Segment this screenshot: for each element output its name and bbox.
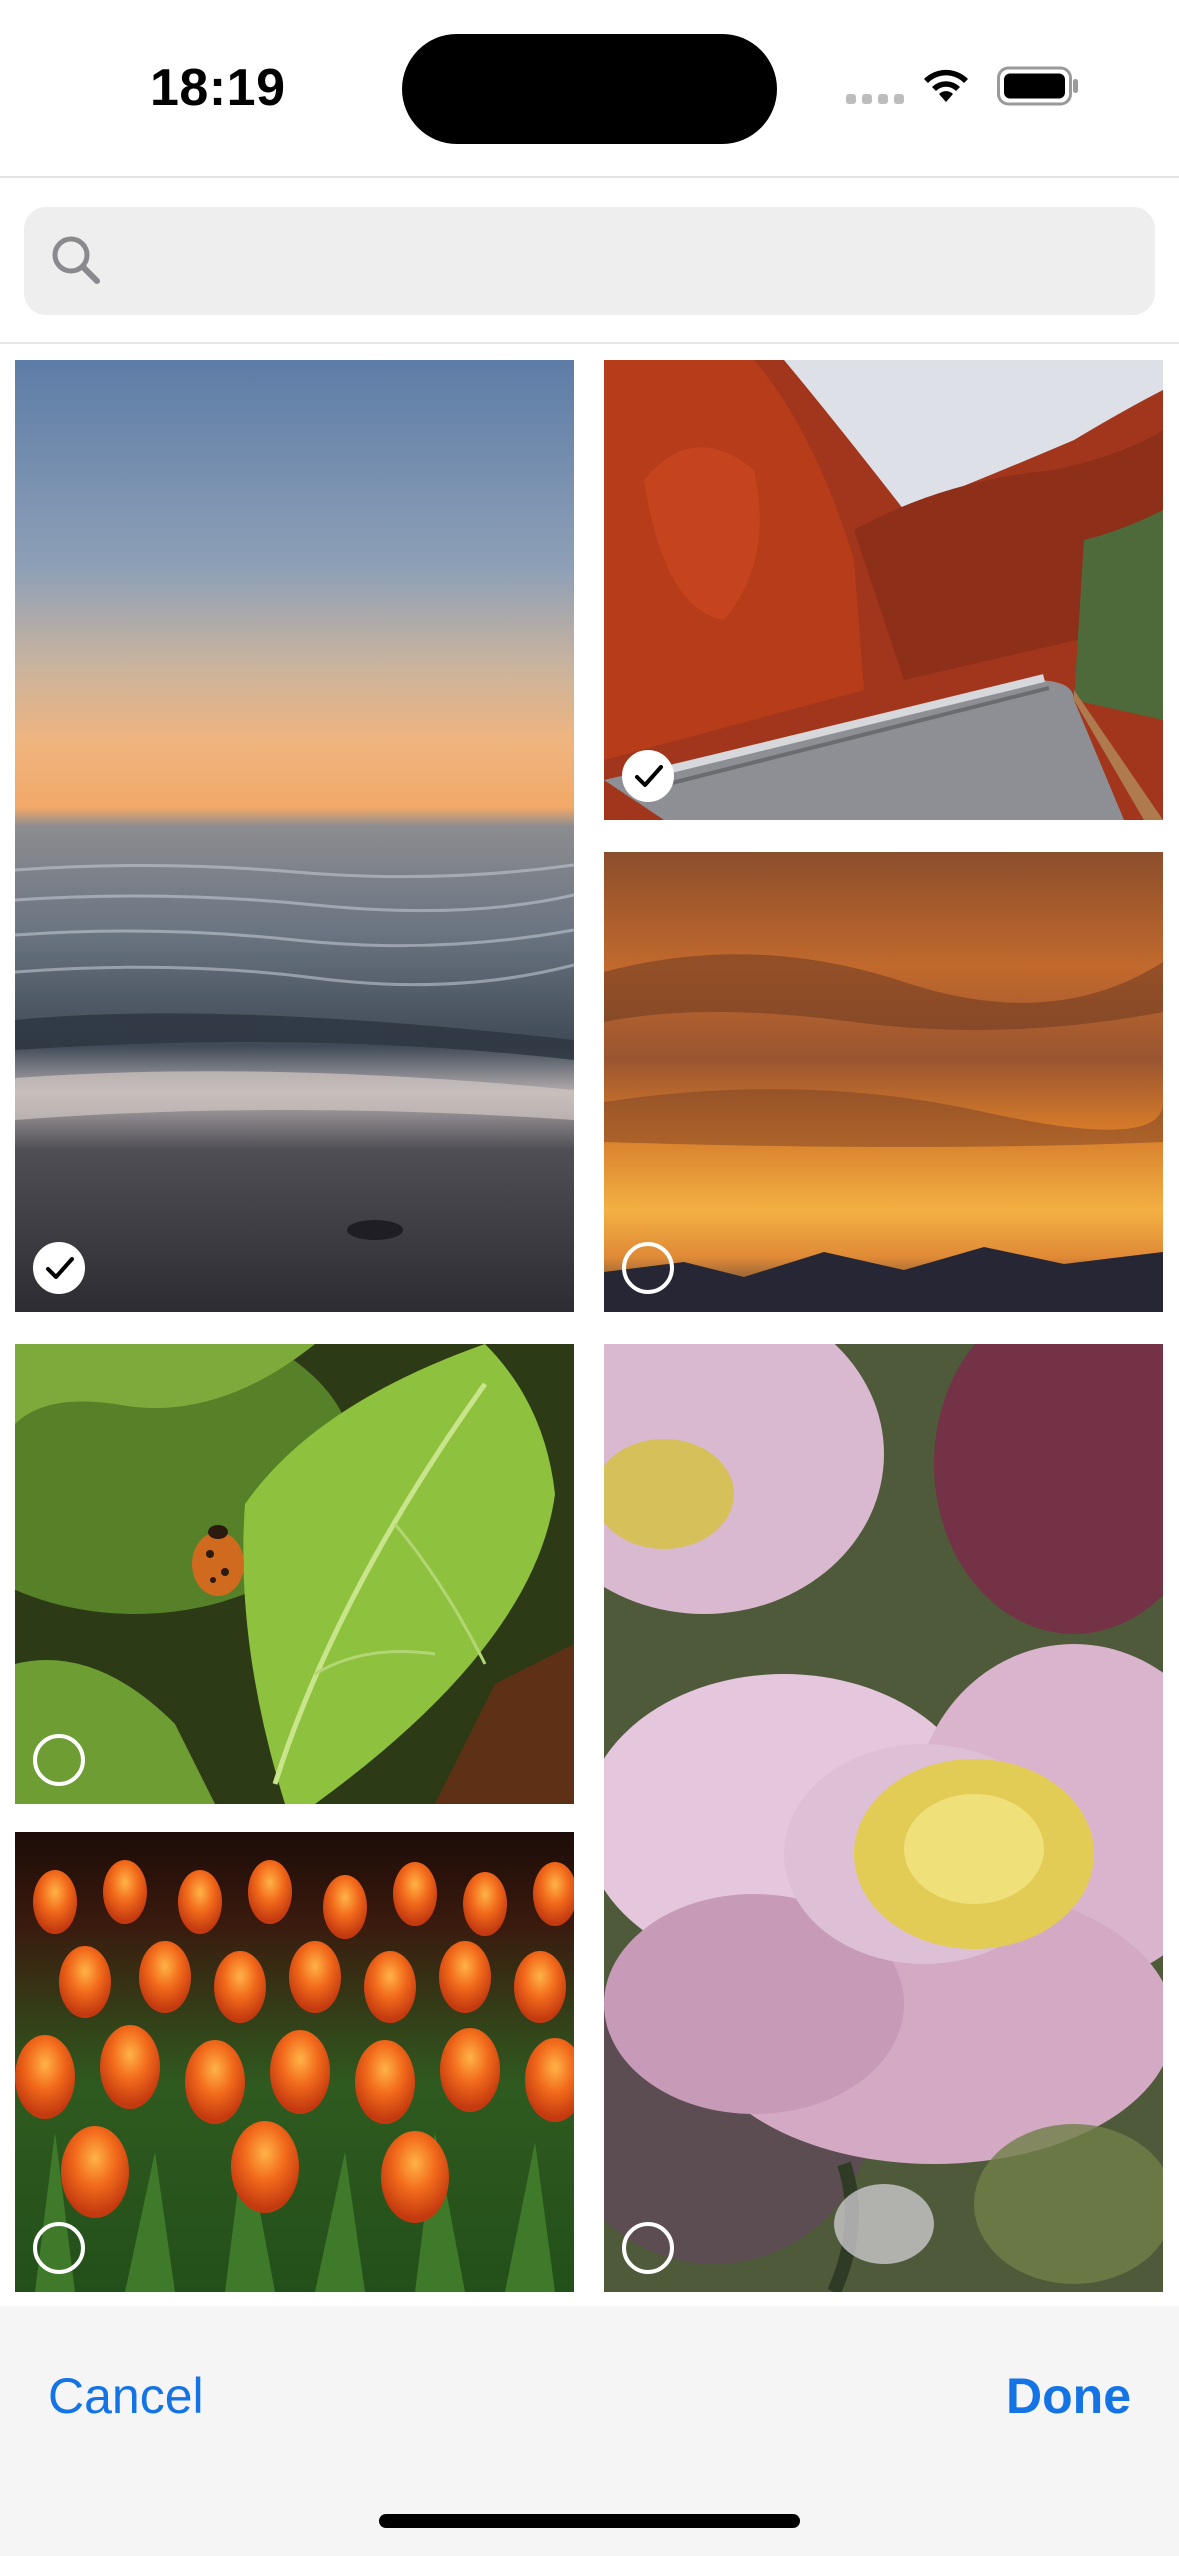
unselected-circle-icon[interactable]: [33, 2222, 85, 2274]
done-button[interactable]: Done: [1006, 2356, 1131, 2436]
pink-flower-image: [604, 1344, 1163, 2292]
battery-icon: [997, 66, 1078, 106]
photo-grid: [0, 344, 1179, 2304]
ladybug-leaf-image: [15, 1344, 574, 1804]
status-bar: 18:19: [0, 0, 1179, 176]
search-divider: [0, 342, 1179, 344]
autumn-road-image: [604, 360, 1163, 820]
header-divider: [0, 176, 1179, 178]
sea-sunset-image: [15, 360, 574, 1312]
photo-autumn-road[interactable]: [604, 360, 1163, 820]
home-indicator[interactable]: [379, 2514, 800, 2528]
orange-clouds-image: [604, 852, 1163, 1312]
photo-tulips[interactable]: [15, 1832, 574, 2292]
unselected-circle-icon[interactable]: [622, 1242, 674, 1294]
selected-check-icon[interactable]: [33, 1242, 85, 1294]
photo-pink-flower[interactable]: [604, 1344, 1163, 2292]
photo-ladybug-leaf[interactable]: [15, 1344, 574, 1804]
search-input[interactable]: [120, 207, 1134, 317]
unselected-circle-icon[interactable]: [622, 2222, 674, 2274]
wifi-icon: [924, 69, 968, 102]
search-icon: [52, 236, 100, 284]
search-bar[interactable]: [24, 207, 1155, 317]
tulips-image: [15, 1832, 574, 2292]
photo-orange-clouds[interactable]: [604, 852, 1163, 1312]
photo-sea-sunset[interactable]: [15, 360, 574, 1312]
unselected-circle-icon[interactable]: [33, 1734, 85, 1786]
selected-check-icon[interactable]: [622, 750, 674, 802]
cancel-button[interactable]: Cancel: [48, 2356, 204, 2436]
status-time: 18:19: [150, 59, 286, 117]
dynamic-island: [402, 34, 777, 144]
cellular-signal-icon: [846, 94, 906, 106]
